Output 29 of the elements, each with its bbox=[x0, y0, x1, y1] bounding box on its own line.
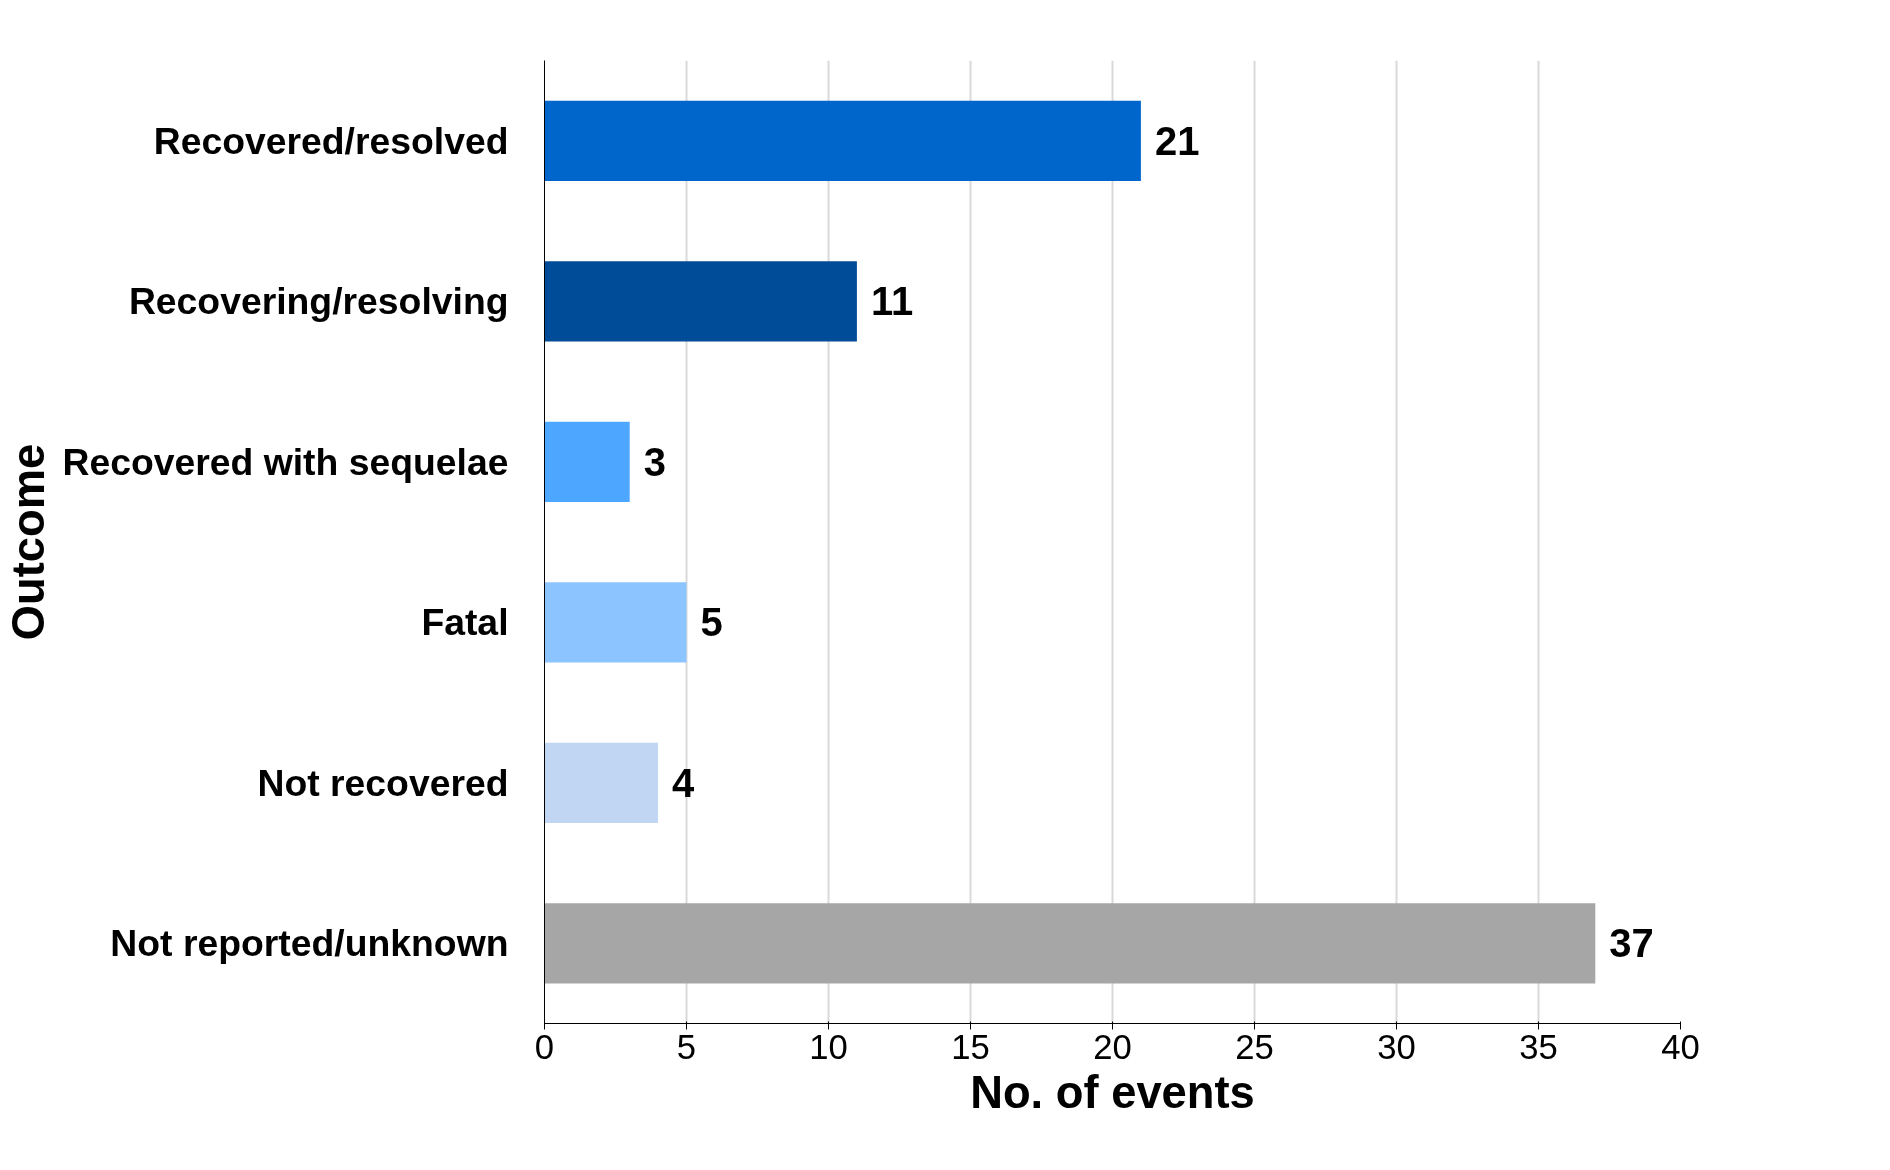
bar bbox=[544, 100, 1141, 181]
y-tick-label: Fatal bbox=[421, 601, 509, 644]
x-axis-title: No. of events bbox=[970, 1066, 1255, 1118]
y-tick-label: Recovered with sequelae bbox=[62, 440, 509, 483]
x-tick-label: 5 bbox=[676, 1027, 697, 1066]
x-tick-label: 35 bbox=[1519, 1027, 1558, 1066]
bar bbox=[544, 261, 857, 342]
data-label: 21 bbox=[1154, 118, 1200, 163]
x-tick-label: 30 bbox=[1377, 1027, 1416, 1066]
y-tick-label: Recovering/resolving bbox=[128, 280, 509, 323]
x-tick-label: 10 bbox=[809, 1027, 848, 1066]
bar bbox=[544, 421, 630, 502]
bar bbox=[544, 742, 659, 823]
data-label: 4 bbox=[672, 760, 696, 805]
y-axis-title: Outcome bbox=[3, 443, 55, 641]
bar bbox=[544, 582, 687, 663]
data-label: 11 bbox=[870, 279, 914, 324]
y-tick-label: Recovered/resolved bbox=[153, 119, 509, 162]
bar bbox=[544, 903, 1596, 984]
x-tick-label: 15 bbox=[951, 1027, 990, 1066]
data-label: 37 bbox=[1609, 921, 1654, 966]
y-tick-label: Not recovered bbox=[257, 761, 509, 804]
x-tick-label: 40 bbox=[1661, 1027, 1700, 1066]
x-tick-label: 0 bbox=[534, 1027, 555, 1066]
data-label: 5 bbox=[700, 600, 723, 645]
x-tick-label: 25 bbox=[1235, 1027, 1274, 1066]
y-tick-label: Not reported/unknown bbox=[110, 922, 509, 965]
data-label: 3 bbox=[643, 439, 666, 484]
x-tick-label: 20 bbox=[1093, 1027, 1132, 1066]
